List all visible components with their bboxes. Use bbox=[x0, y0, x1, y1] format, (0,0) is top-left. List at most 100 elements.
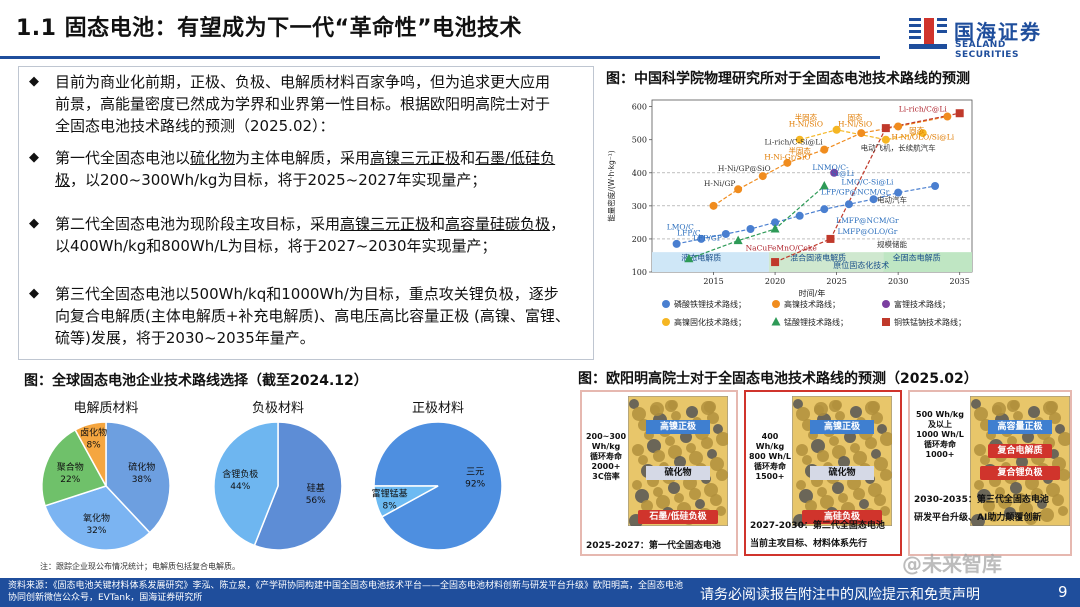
band-label: 全固态电解质 bbox=[893, 252, 941, 262]
legend-marker bbox=[662, 300, 670, 308]
fig-panels-title: 图：欧阳明高院士对于全固态电池技术路线的预测（2025.02） bbox=[578, 371, 978, 387]
pie-slice-pct: 44% bbox=[230, 482, 250, 492]
particle bbox=[971, 399, 981, 409]
particle bbox=[811, 439, 825, 453]
data-point bbox=[894, 122, 903, 131]
particle bbox=[689, 451, 703, 465]
particle bbox=[653, 487, 663, 497]
particle bbox=[799, 489, 813, 503]
generation-panel-2: 高镍正极 硫化物 高硅负极 400 Wh/kg 800 Wh/L 循环寿命 1500+ 202… bbox=[744, 390, 902, 556]
pie-slice bbox=[253, 421, 343, 551]
data-point bbox=[733, 235, 743, 245]
data-point bbox=[844, 200, 853, 209]
data-point bbox=[709, 201, 718, 210]
bullet-text: 第二代全固态电池为现阶段主攻目标，采用高镍三元正极和高容量硅碳负极， 以400Wh… bbox=[29, 213, 585, 257]
y-tick-label: 400 bbox=[632, 169, 647, 178]
legend-marker bbox=[882, 300, 890, 308]
data-point bbox=[672, 239, 681, 248]
particle bbox=[868, 401, 880, 413]
page-title: 1.1 固态电池：有望成为下一代“革命性”电池技术 bbox=[16, 16, 523, 41]
data-point bbox=[826, 234, 835, 243]
band-label: 液态电解质 bbox=[681, 252, 721, 262]
legend-label: 高镍固化技术路线； bbox=[674, 317, 746, 327]
pie-slice-pct: 8% bbox=[383, 501, 398, 511]
pie-note: 注：跟踪企业现公布情况统计；电解质包括复合电解质。 bbox=[40, 562, 240, 571]
bullet-text: 第一代全固态电池以硫化物为主体电解质，采用高镍三元正极和石墨/低硅负 极，以200… bbox=[29, 147, 585, 191]
particle bbox=[983, 500, 995, 512]
bullet-emphasis: 硫化物 bbox=[190, 149, 236, 167]
pie-title: 电解质材料 bbox=[73, 401, 138, 416]
particle bbox=[632, 480, 642, 490]
pie-slice-label: 硫化物 bbox=[128, 461, 155, 473]
particle bbox=[1037, 499, 1047, 509]
generation-panels: 高镍正极 硫化物 石墨/低硅负极 200~300 Wh/kg 循环寿命 2000+ 3C倍率 2… bbox=[580, 390, 1075, 556]
particle bbox=[653, 450, 665, 462]
chart-annotation: 规模储能 bbox=[877, 239, 907, 249]
pie-slice bbox=[373, 485, 439, 518]
particle bbox=[668, 400, 678, 410]
particle bbox=[650, 402, 664, 416]
particle bbox=[859, 499, 869, 509]
pie-slice-pct: 38% bbox=[132, 475, 152, 485]
data-point bbox=[955, 109, 964, 118]
fig-line-title: 图：中国科学院物理研究所对于全固态电池技术路线的预测 bbox=[606, 71, 970, 87]
bullet-run: 和 bbox=[430, 215, 446, 233]
chart-annotation: LFP/GP bbox=[693, 234, 722, 243]
data-point bbox=[795, 211, 804, 220]
particle bbox=[992, 402, 1006, 416]
electrolyte-label: 硫化物 bbox=[646, 466, 710, 480]
particle bbox=[974, 480, 984, 490]
particle bbox=[796, 444, 808, 456]
chart-annotation: H-Ni-Gr/SiO bbox=[764, 153, 810, 162]
particle bbox=[1046, 483, 1060, 497]
particle bbox=[710, 457, 724, 471]
spec-line: 500 Wh/kg bbox=[916, 410, 964, 419]
bullet-run: 以400Wh/kg和800Wh/L为目标，将于2027~2030年实现量产； bbox=[55, 237, 497, 255]
bullet-run: 目前为商业化前期，正极、负极、电解质材料百家争鸣，但为追求更大应用 bbox=[55, 73, 551, 91]
pie-slice-pct: 32% bbox=[86, 526, 106, 536]
spec-line: 循环寿命 bbox=[590, 452, 622, 461]
particle bbox=[880, 506, 890, 516]
series-line bbox=[713, 115, 948, 207]
particle bbox=[814, 402, 828, 416]
particle bbox=[874, 494, 886, 506]
x-tick-label: 2035 bbox=[950, 277, 970, 286]
particle bbox=[635, 489, 649, 503]
particle bbox=[1019, 502, 1033, 516]
band-bg bbox=[883, 252, 972, 272]
particle bbox=[1010, 482, 1022, 494]
particle bbox=[632, 444, 644, 456]
bullet-1: ◆ 目前为商业化前期，正极、负极、电解质材料百家争鸣，但为追求更大应用 前景，高能量… bbox=[29, 71, 585, 137]
particle bbox=[868, 483, 882, 497]
chart-annotation: H-Ni/GP bbox=[704, 179, 736, 188]
generation-caption: 2025-2027：第一代全固态电池 bbox=[586, 541, 721, 551]
particle bbox=[1031, 488, 1043, 500]
data-point bbox=[758, 172, 767, 181]
legend-marker bbox=[772, 300, 780, 308]
particle bbox=[980, 455, 990, 465]
electrolyte-label: 复合电解质 bbox=[988, 444, 1052, 458]
particle bbox=[998, 495, 1012, 509]
bullet-run: 和 bbox=[460, 149, 476, 167]
y-tick-label: 200 bbox=[632, 235, 647, 244]
particle bbox=[871, 449, 881, 459]
chart-annotation: LNMO/C- bbox=[812, 163, 849, 172]
spec-text: 400 Wh/kg 800 Wh/L 循环寿命 1500+ bbox=[748, 432, 792, 482]
data-point bbox=[795, 135, 804, 144]
logo-text-cn: 国海证券 bbox=[954, 20, 1042, 44]
particle bbox=[1058, 506, 1068, 516]
bullet-line: 第一代全固态电池以硫化物为主体电解质，采用高镍三元正极和石墨/低硅负 bbox=[55, 147, 585, 169]
chart-annotation: Si@Li bbox=[832, 169, 855, 178]
bullet-line: 目前为商业化前期，正极、负极、电解质材料百家争鸣，但为追求更大应用 bbox=[55, 71, 585, 93]
bullet-4: ◆ 第三代全固态电池以500Wh/kq和1000Wh/为目标，重点攻关锂负极，逐步… bbox=[29, 283, 585, 349]
plot-area bbox=[651, 99, 973, 273]
particle bbox=[686, 406, 698, 418]
particle bbox=[838, 493, 848, 503]
cell-illustration bbox=[970, 396, 1070, 526]
particle bbox=[820, 495, 834, 509]
pie-slice bbox=[41, 428, 108, 507]
pie-slice-label: 卤化物 bbox=[80, 427, 107, 439]
particle bbox=[701, 437, 713, 449]
bullet-emphasis: 高容量硅碳负极 bbox=[445, 215, 551, 233]
particle bbox=[853, 488, 865, 500]
